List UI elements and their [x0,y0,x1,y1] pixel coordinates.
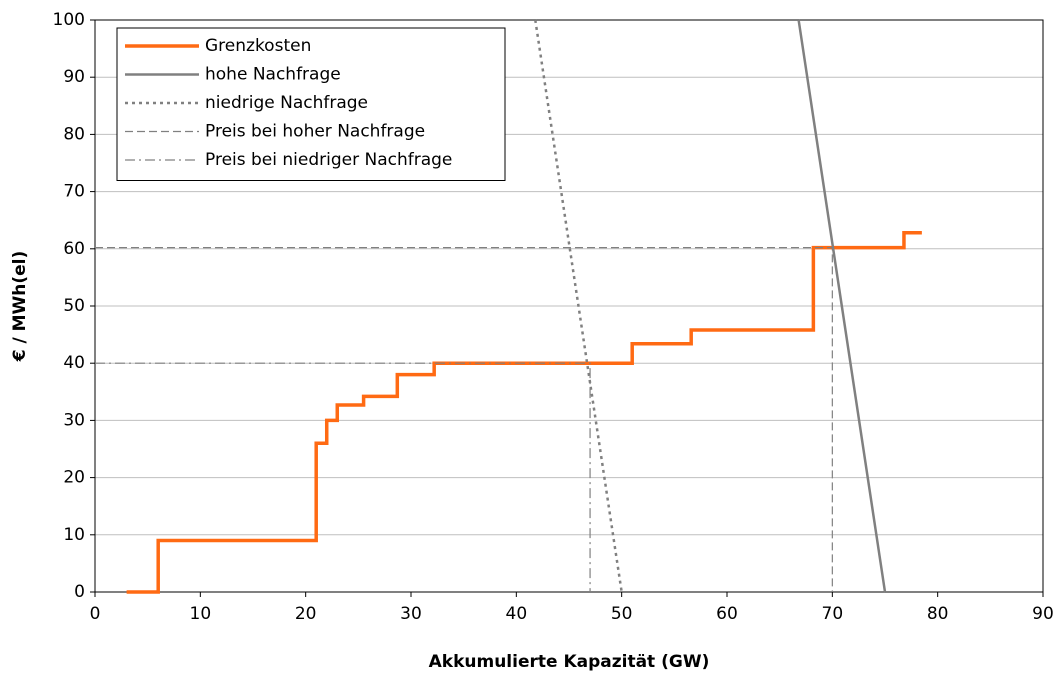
y-tick-label: 50 [63,296,85,316]
data-line [797,19,887,593]
legend-label: Preis bei hoher Nachfrage [205,122,425,142]
y-tick-label: 60 [63,239,85,259]
legend-label: niedrige Nachfrage [205,93,368,113]
x-tick-label: 10 [190,604,212,624]
x-tick-label: 20 [295,604,317,624]
data-line [126,231,922,594]
x-tick-label: 70 [822,604,844,624]
x-axis-title: Akkumulierte Kapazität (GW) [429,652,710,672]
plot-frame [94,19,1044,593]
y-tick-label: 80 [63,124,85,144]
y-tick-label: 90 [63,67,85,87]
data-line [95,362,591,592]
x-tick-label: 60 [716,604,738,624]
y-axis-title: € / MWh(el) [10,251,30,363]
y-tick-label: 0 [74,582,85,602]
legend-label: Grenzkosten [205,36,311,56]
y-tick-label: 20 [63,468,85,488]
y-tick-label: 70 [63,182,85,202]
data-line [534,19,623,593]
y-tick-label: 10 [63,525,85,545]
x-tick-label: 0 [90,604,101,624]
legend-label: hohe Nachfrage [205,65,341,85]
x-tick-label: 90 [1032,604,1054,624]
y-tick-label: 40 [63,353,85,373]
y-tick-label: 30 [63,410,85,430]
legend-label: Preis bei niedriger Nachfrage [205,150,452,170]
x-tick-label: 30 [400,604,422,624]
x-tick-label: 50 [611,604,633,624]
y-tick-label: 100 [53,10,85,30]
data-line [95,247,833,592]
x-tick-label: 80 [927,604,949,624]
x-tick-label: 40 [506,604,528,624]
